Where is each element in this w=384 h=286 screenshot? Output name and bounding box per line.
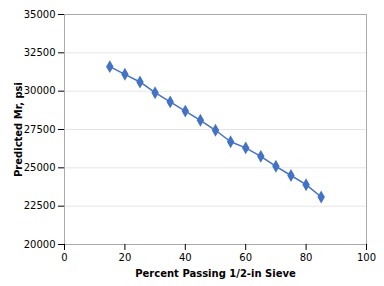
svg-text:27500: 27500 [24, 124, 56, 135]
svg-text:60: 60 [239, 252, 252, 263]
svg-text:20: 20 [119, 252, 132, 263]
svg-text:20000: 20000 [24, 239, 56, 250]
svg-text:100: 100 [357, 252, 376, 263]
svg-text:32500: 32500 [24, 47, 56, 58]
svg-text:40: 40 [179, 252, 192, 263]
svg-text:22500: 22500 [24, 200, 56, 211]
svg-text:0: 0 [61, 252, 67, 263]
svg-text:30000: 30000 [24, 85, 56, 96]
svg-text:Predicted Mr, psi: Predicted Mr, psi [13, 82, 24, 177]
svg-text:35000: 35000 [24, 9, 56, 20]
svg-text:80: 80 [300, 252, 313, 263]
svg-text:25000: 25000 [24, 162, 56, 173]
svg-text:Percent Passing 1/2-in Sieve: Percent Passing 1/2-in Sieve [135, 268, 296, 279]
